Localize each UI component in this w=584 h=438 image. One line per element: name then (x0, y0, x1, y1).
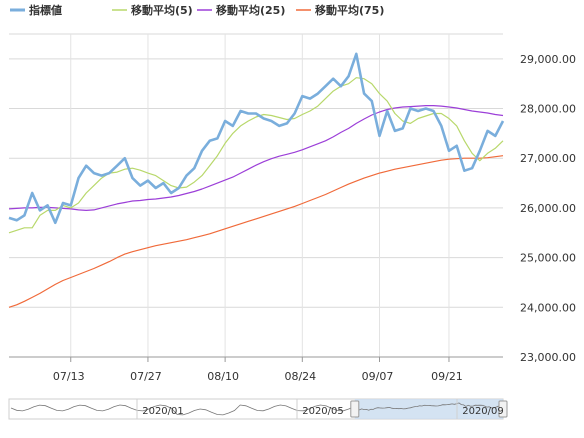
y-tick-label: 29,000.00 (520, 53, 576, 66)
y-tick-label: 26,000.00 (520, 202, 576, 215)
navigator-selection[interactable] (354, 399, 503, 419)
grid (9, 33, 503, 358)
y-tick-label: 28,000.00 (520, 103, 576, 116)
x-tick-label: 07/27 (130, 370, 162, 383)
x-tick-label: 08/24 (284, 370, 316, 383)
series-line-3 (8, 155, 504, 308)
legend-label: 移動平均(25) (216, 3, 285, 17)
navigator-label: 2020/05 (302, 406, 344, 417)
navigator-handle-left[interactable] (350, 400, 360, 418)
x-axis: 07/13 07/27 08/10 08/24 09/07 09/21 (9, 356, 503, 383)
legend-item[interactable]: 移動平均(25) (197, 3, 285, 17)
legend[interactable]: 指標値 移動平均(5) 移動平均(25) 移動平均(75) (10, 3, 384, 17)
plot-area (8, 52, 505, 308)
navigator-label: 2020/09 (462, 406, 504, 417)
x-tick-label: 08/10 (207, 370, 239, 383)
x-tick-label: 07/13 (53, 370, 85, 383)
legend-label: 指標値 (29, 3, 62, 17)
x-tick-label: 09/21 (431, 370, 463, 383)
legend-item[interactable]: 指標値 (10, 3, 62, 17)
y-axis: 23,000.00 24,000.00 25,000.00 26,000.00 27,0… (520, 53, 576, 364)
series-line-1 (8, 77, 504, 234)
legend-label: 移動平均(75) (315, 3, 384, 17)
y-tick-label: 24,000.00 (520, 301, 576, 314)
navigator[interactable]: 2020/01 2020/05 2020/09 (8, 398, 508, 420)
navigator-label: 2020/01 (142, 406, 184, 417)
x-tick-label: 09/07 (362, 370, 394, 383)
y-tick-label: 27,000.00 (520, 152, 576, 165)
legend-item[interactable]: 移動平均(75) (296, 3, 384, 17)
legend-item[interactable]: 移動平均(5) (112, 3, 193, 17)
series-line-2 (8, 104, 504, 211)
legend-label: 移動平均(5) (131, 3, 193, 17)
navigator-handle-right[interactable] (498, 400, 508, 418)
y-tick-label: 23,000.00 (520, 351, 576, 364)
y-tick-label: 25,000.00 (520, 252, 576, 265)
series-line-0 (8, 52, 505, 225)
